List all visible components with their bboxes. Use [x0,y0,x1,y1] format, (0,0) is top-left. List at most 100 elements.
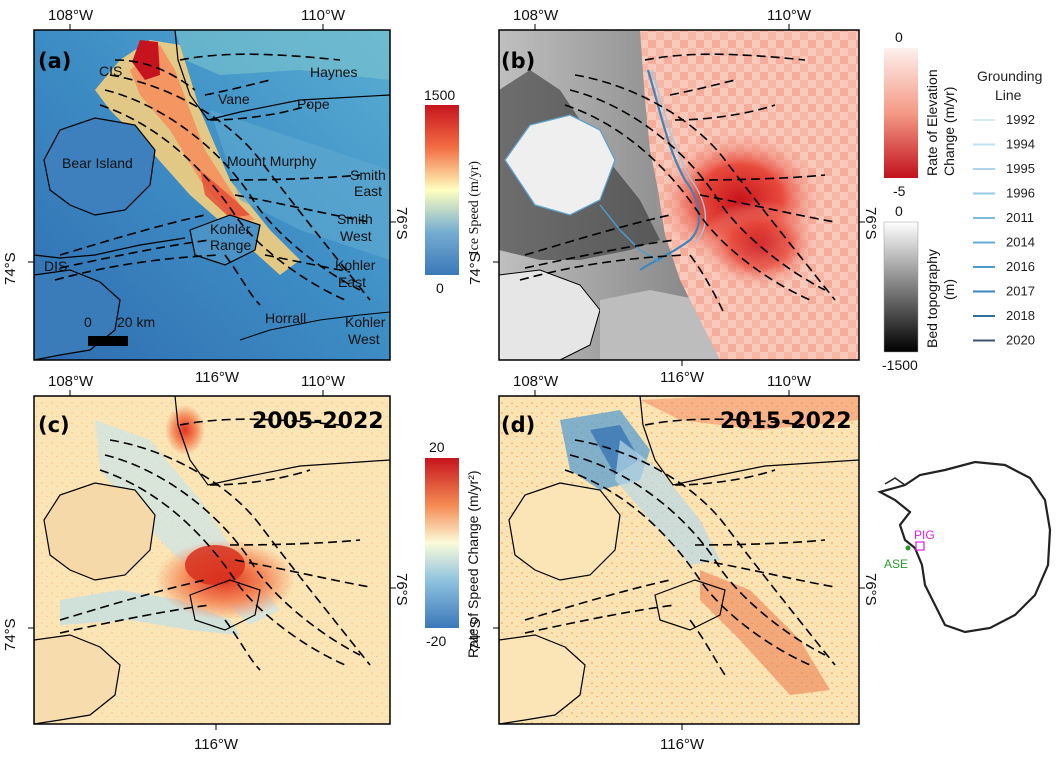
place-smith-west-2: West [340,228,372,244]
place-haynes: Haynes [310,64,357,80]
antarctica-inset: PIG ASE [877,460,1052,634]
lon-label-116-b: 116°W [660,369,705,386]
lon-label-116-c: 116°W [194,736,239,753]
legend-year-2011: 2011 [1006,210,1034,225]
panel-b-frame [498,29,860,361]
lon-label-110-b: 110°W [767,7,812,24]
lon-label-110-a: 110°W [301,7,346,24]
legend-year-2017: 2017 [1006,284,1035,299]
colorbar-speed-change-min: -20 [426,633,446,649]
place-dis: DIS [44,258,67,274]
panel-d-flowlines [524,418,836,676]
legend-year-1996: 1996 [1006,186,1035,201]
panel-b: 108°W 110°W 74°S 76°S 116°W (b) 0 -5 Rat… [467,7,957,386]
legend-year-1994: 1994 [1006,137,1035,152]
panel-d: 108°W 110°W 116°W 74°S 76°S (d) 2015-202… [467,373,879,753]
panel-c-label: (c) [38,413,70,437]
colorbar-bed-title-1: Bed topography [924,249,940,348]
panel-a-label: (a) [38,49,71,73]
panel-d-period: 2015-2022 [720,409,852,434]
lat-label-74-d: 74°S [467,618,484,651]
legend-year-2018: 2018 [1006,308,1035,323]
scale-bar-end: 20 km [117,314,155,330]
ase-marker [905,545,911,551]
lon-label-116-d: 116°W [660,736,705,753]
legend-title-1: Grounding [977,68,1042,84]
legend-year-2014: 2014 [1006,235,1035,250]
lon-label-110-c: 110°W [301,373,346,390]
legend-items: 1992 1994 1995 1996 2011 2014 2016 2017 2018 2020 [973,112,1035,348]
legend-title-2: Line [995,87,1022,103]
place-kohler-east-2: East [338,274,366,290]
place-kohler-range-1: Kohler [210,221,251,237]
place-smith-east-1: Smith [350,167,386,183]
place-vane: Vane [218,91,250,107]
legend-year-2016: 2016 [1006,259,1035,274]
panel-b-map [499,30,859,360]
colorbar-speed-change-max: 20 [429,439,445,455]
colorbar-ice-speed-min: 0 [436,280,444,296]
legend-year-1995: 1995 [1006,161,1035,176]
place-smith-east-2: East [354,183,382,199]
colorbar-ice-speed [425,105,459,275]
place-horrall: Horrall [265,310,306,326]
lon-label-108-a: 108°W [48,7,94,24]
legend-year-1992: 1992 [1006,112,1035,127]
lat-label-76-c: 76°S [393,573,410,606]
colorbar-ice-speed-title: Ice Speed (m/yr) [467,161,482,255]
legend-year-2020: 2020 [1006,333,1035,348]
colorbar-speed-change-title: Rate of Speed Change (m/yr²) [465,470,481,658]
lat-label-76-d: 76°S [862,573,879,606]
lat-label-74-c: 74°S [2,618,19,651]
place-kohler-east-1: Kohler [335,257,376,273]
lon-label-108-c: 108°W [48,373,94,390]
colorbar-speed-change [425,458,459,628]
lat-label-76-a: 76°S [393,207,410,240]
lon-label-110-d: 110°W [767,373,812,390]
colorbar-bed-topography [883,221,919,353]
antarctica-outline [877,460,1052,634]
pig-marker [915,541,925,551]
panel-b-flowlines [519,53,836,316]
lon-label-116-a: 116°W [195,369,240,386]
panel-c-period: 2005-2022 [252,409,384,434]
panel-d-frame [498,395,860,725]
place-pope: Pope [297,96,330,112]
lat-label-74-a: 74°S [2,252,19,285]
colorbar-elevation-change [884,48,918,178]
panel-d-map [499,396,859,724]
colorbar-bed-min: -1500 [882,357,918,373]
panel-c: 108°W 110°W 116°W 74°S 76°S 116°W (c) 20… [2,369,481,753]
place-mount-murphy: Mount Murphy [227,153,316,169]
colorbar-elevation-max: 0 [895,29,903,45]
colorbar-bed-title-2: (m) [941,279,957,300]
panel-d-label: (d) [501,413,535,437]
panel-b-label: (b) [501,49,535,73]
colorbar-ice-speed-max: 1500 [424,87,455,103]
lon-label-108-d: 108°W [513,373,559,390]
place-bear-island: Bear Island [62,155,133,171]
panel-a-map [34,30,390,360]
inset-pig-label: PIG [914,528,935,542]
place-smith-west-1: Smith [337,211,373,227]
colorbar-elevation-title-2: Change (m/yr) [941,87,957,176]
place-kohler-west-1: Kohler [345,314,386,330]
panel-c-map [34,396,390,724]
panel-a: 108°W 110°W 74°S 76°S (a) CIS DIS Haynes… [2,7,482,361]
place-kohler-range-2: Range [210,237,251,253]
colorbar-bed-max: 0 [895,203,903,219]
lat-label-74-b: 74°S [467,252,484,285]
lon-label-108-b: 108°W [513,7,559,24]
panel-a-flowlines [54,53,371,306]
inset-ase-label: ASE [884,557,908,571]
lat-label-76-b: 76°S [862,207,879,240]
colorbar-elevation-min: -5 [893,183,906,199]
colorbar-elevation-title-1: Rate of Elevation [924,69,940,176]
scale-bar-start: 0 [84,314,92,330]
scale-bar [88,336,128,346]
panel-c-frame [33,395,391,725]
panel-a-frame [33,29,391,361]
place-cis: CIS [99,63,122,79]
grounding-line-legend: Grounding Line 1992 1994 1995 1996 2011 2014 2… [973,68,1042,348]
